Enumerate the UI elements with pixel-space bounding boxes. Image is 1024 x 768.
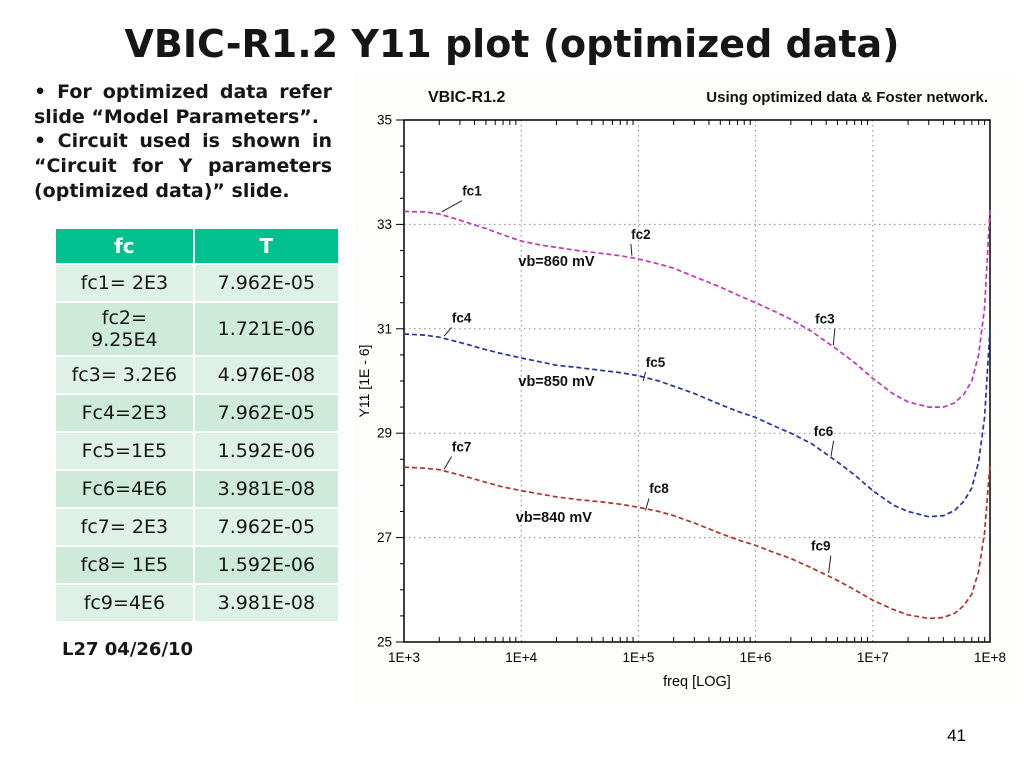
tau-cell: 4.976E-08	[192, 355, 341, 396]
svg-text:vb=840 mV: vb=840 mV	[516, 510, 593, 526]
fc-tau-table-head: fc T	[54, 227, 341, 266]
header-row: fc T	[54, 227, 341, 266]
tau-cell: 1.721E-06	[192, 301, 341, 358]
fc-cell: fc9=4E6	[54, 583, 195, 624]
tau-cell: 7.962E-05	[192, 507, 341, 548]
table-row: fc2= 9.25E4 1.721E-06	[54, 301, 341, 358]
table-row: fc8= 1E5 1.592E-06	[54, 545, 341, 586]
chart-panel: 35 33 31 29 27 25 1E+3 1E+4 1E+5 1E+6 1E+7 1E+8 VBIC…	[354, 72, 1016, 704]
svg-text:1E+6: 1E+6	[740, 650, 772, 665]
svg-text:fc8: fc8	[649, 481, 669, 496]
svg-text:1E+3: 1E+3	[388, 650, 420, 665]
bullet-optimized-data: • For optimized data refer slide “Model …	[34, 81, 332, 128]
svg-text:31: 31	[377, 321, 392, 336]
svg-text:29: 29	[377, 426, 392, 441]
fc-cell: fc7= 2E3	[54, 507, 195, 548]
table-row: fc3= 3.2E6 4.976E-08	[54, 355, 341, 396]
svg-text:1E+4: 1E+4	[505, 650, 537, 665]
table-row: Fc5=1E5 1.592E-06	[54, 431, 341, 472]
svg-text:35: 35	[377, 113, 392, 128]
fc-cell: Fc4=2E3	[54, 393, 195, 434]
fc-table-body: fc1= 2E3 7.962E-05 fc2= 9.25E4 1.721E-06 fc3…	[54, 263, 341, 624]
tau-cell: 1.592E-06	[192, 545, 341, 586]
fc-cell: fc3= 3.2E6	[54, 355, 195, 396]
svg-text:25: 25	[377, 635, 392, 650]
fc-cell: fc8= 1E5	[54, 545, 195, 586]
svg-text:33: 33	[377, 217, 392, 232]
tau-cell: 1.592E-06	[192, 431, 341, 472]
svg-text:vb=860 mV: vb=860 mV	[518, 254, 595, 270]
fc-cell: Fc6=4E6	[54, 469, 195, 510]
bullet-circuit-used: • Circuit used is shown in “Circuit for …	[34, 130, 332, 202]
svg-text:Y11 [1E - 6]: Y11 [1E - 6]	[356, 345, 372, 418]
fc-cell: fc1= 2E3	[54, 263, 195, 304]
table-row: Fc6=4E6 3.981E-08	[54, 469, 341, 510]
page-number: 41	[947, 726, 966, 745]
svg-text:fc6: fc6	[814, 424, 834, 439]
svg-text:freq [LOG]: freq [LOG]	[663, 674, 731, 690]
fc-header: fc	[54, 227, 195, 266]
svg-text:27: 27	[377, 530, 392, 545]
svg-text:fc5: fc5	[646, 355, 666, 370]
tau-cell: 3.981E-08	[192, 583, 341, 624]
tau-cell: 7.962E-05	[192, 263, 341, 304]
fc-tau-table: fc T fc1= 2E3 7.962E-05 fc2= 9.25E4 1.721E-…	[54, 227, 341, 624]
tau-header: T	[192, 227, 341, 266]
slide-title: VBIC-R1.2 Y11 plot (optimized data)	[124, 22, 900, 66]
svg-text:fc3: fc3	[815, 312, 835, 327]
svg-text:1E+5: 1E+5	[622, 650, 654, 665]
svg-text:1E+7: 1E+7	[857, 650, 889, 665]
svg-text:fc7: fc7	[452, 439, 472, 454]
tau-cell: 7.962E-05	[192, 393, 341, 434]
svg-text:Using optimized data & Foster: Using optimized data & Foster network.	[706, 89, 988, 106]
table-row: fc9=4E6 3.981E-08	[54, 583, 341, 624]
svg-text:fc4: fc4	[452, 311, 472, 326]
tau-cell: 3.981E-08	[192, 469, 341, 510]
svg-text:fc9: fc9	[811, 539, 831, 554]
table-row: fc7= 2E3 7.962E-05	[54, 507, 341, 548]
svg-text:fc2: fc2	[631, 227, 651, 242]
slide-content: • For optimized data refer slide “Model …	[0, 72, 1024, 704]
fc-cell: Fc5=1E5	[54, 431, 195, 472]
left-column: • For optimized data refer slide “Model …	[0, 72, 354, 704]
svg-text:vb=850 mV: vb=850 mV	[518, 374, 595, 390]
svg-text:VBIC-R1.2: VBIC-R1.2	[428, 89, 505, 106]
footer-date: L27 04/26/10	[62, 639, 194, 661]
fc-cell: fc2= 9.25E4	[54, 301, 195, 358]
table-row: Fc4=2E3 7.962E-05	[54, 393, 341, 434]
table-row: fc1= 2E3 7.962E-05	[54, 263, 341, 304]
svg-text:fc1: fc1	[462, 184, 482, 199]
svg-text:1E+8: 1E+8	[974, 650, 1006, 665]
